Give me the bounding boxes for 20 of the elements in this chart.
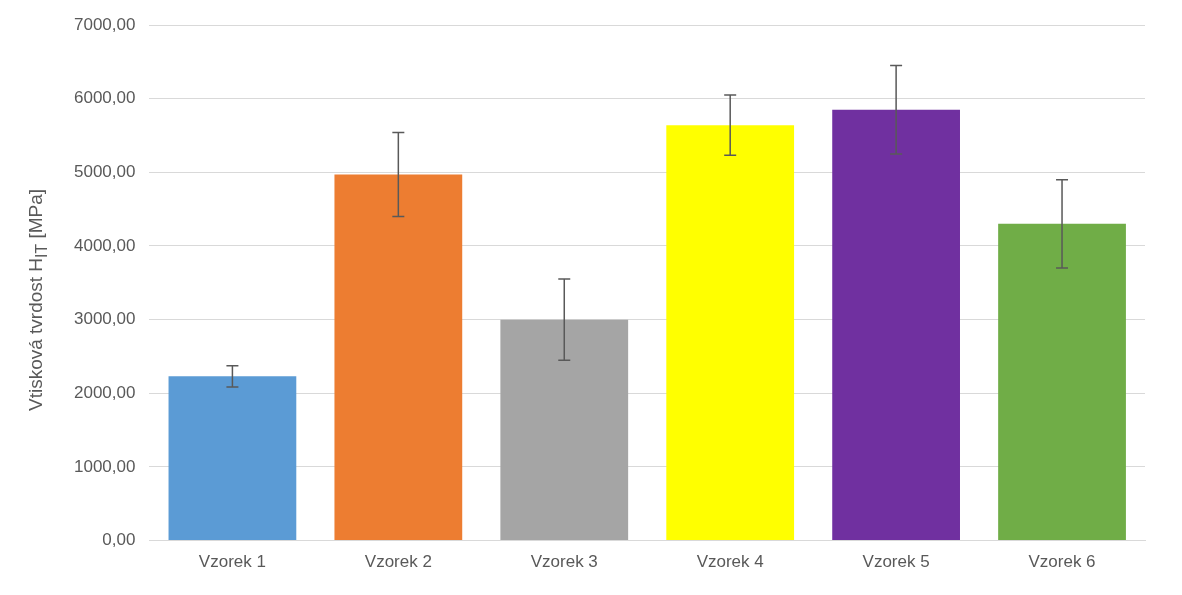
bar	[334, 174, 463, 541]
y-tick-label: 7000,00	[74, 14, 136, 34]
x-tick-label: Vzorek 5	[862, 552, 930, 572]
y-tick-label: 1000,00	[74, 456, 136, 476]
bar	[500, 319, 629, 541]
bar	[168, 376, 297, 541]
x-tick-label: Vzorek 1	[198, 552, 266, 572]
bar	[832, 109, 960, 541]
x-tick-label: Vzorek 3	[530, 552, 598, 572]
y-tick-label: 4000,00	[74, 235, 136, 255]
y-tick-label: 3000,00	[74, 309, 136, 329]
y-tick-label: 2000,00	[74, 382, 136, 402]
x-tick-label: Vzorek 6	[1028, 552, 1096, 572]
y-tick-label: 0,00	[102, 530, 136, 550]
y-tick-label: 5000,00	[74, 162, 136, 181]
x-tick-label: Vzorek 4	[696, 552, 764, 572]
x-tick-label: Vzorek 2	[364, 552, 432, 572]
bar	[666, 125, 795, 541]
bar	[998, 223, 1126, 541]
y-tick-label: 6000,00	[74, 88, 136, 108]
